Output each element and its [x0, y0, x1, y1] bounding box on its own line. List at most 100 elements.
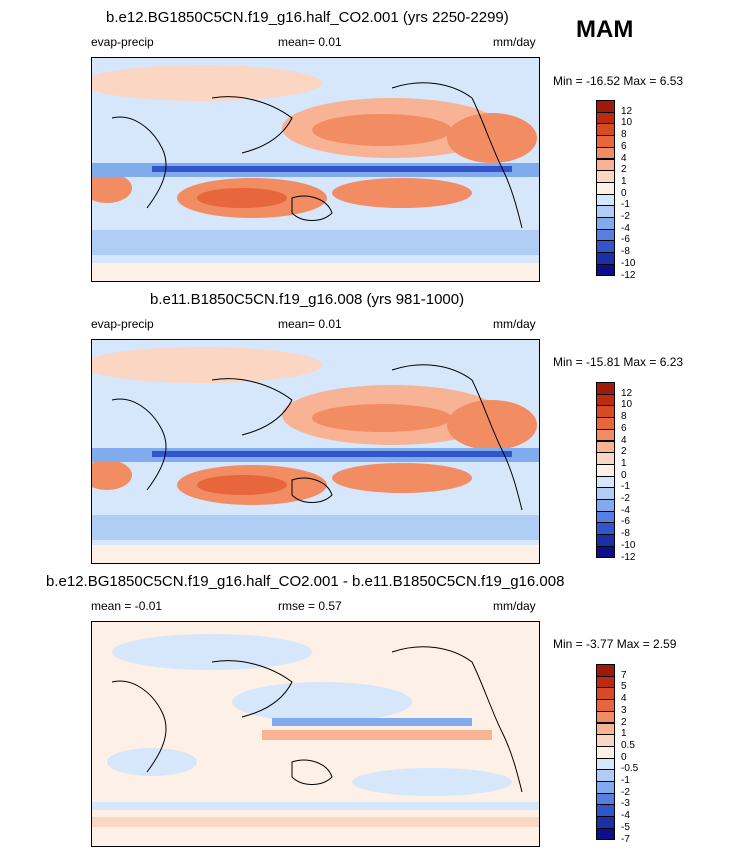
panel3-colorbar-tick: 4 — [621, 693, 627, 705]
panel1-minmax: Min = -16.52 Max = 6.53 — [553, 74, 684, 88]
panel3-units: mm/day — [493, 599, 536, 613]
panel1-colorbar-tick: -2 — [621, 211, 630, 222]
panel3-colorbar-tick: 2 — [621, 716, 627, 728]
panel2-colorbar-tick: 0 — [621, 469, 627, 481]
panel2-colorbar-tick: 10 — [621, 399, 633, 411]
panel1-colorbar-box — [596, 263, 615, 277]
panel3-npac-neg — [232, 682, 412, 722]
panel2-colorbar-tick: -2 — [621, 493, 630, 504]
panel1-center-label: mean= 0.01 — [278, 35, 342, 49]
panel3-colorbar-tick: -3 — [621, 798, 630, 810]
panel3-colorbar-tick: -2 — [621, 786, 630, 798]
panel3-so-pos — [92, 817, 539, 827]
panel1-colorbar: 12 10 8 6 4 2 1 0 -1 -2 -4 -6 -8 -10 -12 — [596, 100, 656, 280]
panel2-colorbar-tick: 2 — [621, 446, 627, 458]
panel3-map-svg — [92, 622, 539, 846]
panel3-left-label: mean = -0.01 — [91, 599, 163, 613]
panel3-colorbar-tick: -4 — [621, 810, 630, 822]
panel1-npac-core — [312, 114, 452, 146]
panel3-itcz-neg — [272, 718, 472, 726]
panel1-map — [91, 57, 540, 282]
panel2-title: b.e11.B1850C5CN.f19_g16.008 (yrs 981-100… — [150, 291, 465, 308]
panel1-so-band — [92, 230, 539, 255]
panel3-minmax: Min = -3.77 Max = 2.59 — [553, 637, 677, 651]
panel1-colorbar-tick: 6 — [621, 140, 627, 152]
panel1-itcz-core — [152, 166, 512, 172]
panel1-coastlines — [111, 82, 523, 229]
panel1-nh-band — [92, 65, 322, 101]
panel1-satl-high — [92, 173, 132, 203]
panel3-colorbar-tick: 0 — [621, 751, 627, 763]
season-label: MAM — [576, 16, 634, 43]
panel1-colorbar-tick: -12 — [621, 269, 636, 281]
panel3-colorbar-tick: 7 — [621, 669, 627, 681]
panel3-center-label: rmse = 0.57 — [278, 599, 342, 613]
panel2-spac-high — [332, 463, 472, 493]
panel3-colorbar-tick: -5 — [621, 821, 630, 833]
panel3-sitcz-pos — [262, 730, 492, 740]
panel3-sind-neg — [107, 748, 197, 776]
panel2-nh-band — [92, 347, 322, 383]
panel2-map-svg — [92, 340, 539, 563]
panel1-title: b.e12.BG1850C5CN.f19_g16.half_CO2.001 (y… — [106, 9, 509, 26]
panel3-colorbar: 7 5 4 3 2 1 0.5 0 -0.5 -1 -2 -3 -4 -5 -7 — [596, 664, 656, 844]
panel1-colorbar-tick: -8 — [621, 246, 630, 258]
panel2-sind-core — [197, 475, 287, 495]
panel1-colorbar-tick: 4 — [621, 152, 627, 164]
panel3-colorbar-tick: 3 — [621, 704, 627, 716]
panel3-title: b.e12.BG1850C5CN.f19_g16.half_CO2.001 - … — [46, 573, 565, 590]
panel1-colorbar-tick: -1 — [621, 199, 630, 211]
panel2-colorbar: 12 10 8 6 4 2 1 0 -1 -2 -4 -6 -8 -10 -12 — [596, 382, 656, 562]
panel2-npac-core — [312, 404, 452, 432]
panel1-units: mm/day — [493, 35, 536, 49]
panel1-colorbar-tick: 10 — [621, 117, 633, 129]
panel1-colorbar-tick: -10 — [621, 257, 636, 269]
panel2-polar — [92, 545, 539, 563]
panel1-colorbar-tick: 12 — [621, 105, 633, 117]
panel2-colorbar-tick: -6 — [621, 516, 630, 528]
panel1-polar — [92, 263, 539, 281]
panel3-colorbar-tick: 1 — [621, 728, 627, 740]
panel1-sind-core — [197, 188, 287, 208]
panel2-coastlines — [111, 364, 523, 511]
panel2-itcz-core — [152, 451, 512, 457]
panel1-colorbar-tick: 2 — [621, 164, 627, 176]
panel2-colorbar-tick: -12 — [621, 551, 636, 563]
panel2-colorbar-tick: -1 — [621, 481, 630, 493]
panel3-map — [91, 621, 540, 847]
panel3-colorbar-tick: -0.5 — [621, 763, 639, 775]
panel2-colorbar-tick: 6 — [621, 422, 627, 434]
panel1-colorbar-tick: 0 — [621, 187, 627, 199]
panel2-colorbar-tick: -8 — [621, 528, 630, 540]
panel1-left-label: evap-precip — [91, 35, 154, 49]
panel2-colorbar-tick: 1 — [621, 457, 627, 469]
panel2-colorbar-tick: -10 — [621, 539, 636, 551]
panel3-colorbar-tick: -7 — [621, 833, 630, 845]
panel1-spac-high — [332, 178, 472, 208]
panel2-satl-high — [92, 460, 132, 490]
panel2-minmax: Min = -15.81 Max = 6.23 — [553, 355, 684, 369]
panel3-colorbar-box — [596, 827, 615, 841]
panel2-colorbar-tick: 4 — [621, 434, 627, 446]
panel1-colorbar-tick: 8 — [621, 129, 627, 141]
panel1-colorbar-tick: -6 — [621, 234, 630, 246]
panel3-colorbar-tick: 5 — [621, 681, 627, 693]
panel1-colorbar-tick: -4 — [621, 222, 630, 234]
panel2-colorbar-tick: 12 — [621, 387, 633, 399]
panel2-center-label: mean= 0.01 — [278, 317, 342, 331]
panel2-units: mm/day — [493, 317, 536, 331]
panel2-map — [91, 339, 540, 564]
panel3-colorbar-tick: -1 — [621, 775, 630, 786]
panel1-natl-high — [447, 113, 537, 163]
panel2-colorbar-tick: 8 — [621, 411, 627, 423]
panel2-so-band — [92, 515, 539, 540]
panel2-left-label: evap-precip — [91, 317, 154, 331]
panel3-spac-neg — [352, 768, 512, 796]
panel1-colorbar-tick: 1 — [621, 175, 627, 187]
panel2-colorbar-tick: -4 — [621, 504, 630, 516]
panel3-nh-neg — [112, 634, 312, 670]
panel2-natl-high — [447, 400, 537, 450]
panel3-so-neg — [92, 802, 539, 810]
panel2-colorbar-box — [596, 545, 615, 559]
panel3-colorbar-tick: 0.5 — [621, 739, 635, 751]
